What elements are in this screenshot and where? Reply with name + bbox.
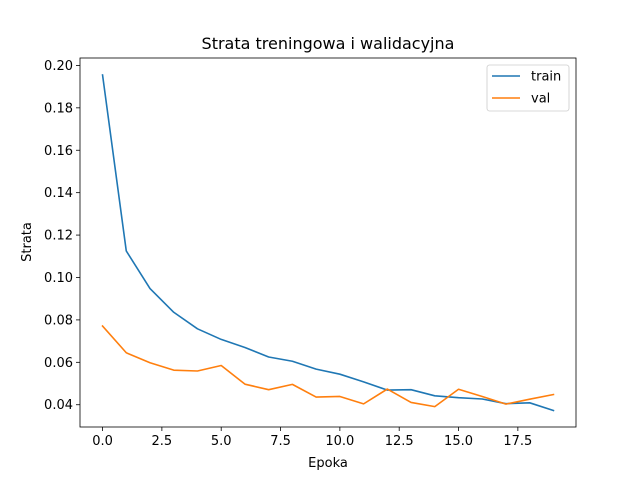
series-line-train (101, 74, 555, 412)
x-tick-label: 5.0 (211, 434, 232, 449)
y-tick-label: 0.16 (44, 144, 73, 159)
plot-layer (101, 74, 555, 412)
y-tick-label: 0.20 (44, 59, 73, 74)
y-tick-label: 0.08 (44, 313, 73, 328)
x-tick-label: 7.5 (270, 434, 291, 449)
legend-label-val: val (531, 92, 550, 107)
tick-layer: 0.0 2.5 5.0 7.5 10.0 12.5 15.0 17.5 0.04 0.06 0.08… (44, 59, 532, 449)
plot-frame (79, 57, 577, 428)
legend: train val (486, 64, 570, 112)
x-tick-label: 2.5 (152, 434, 173, 449)
x-axis-label: Epoka (308, 456, 348, 471)
y-tick-label: 0.14 (44, 186, 73, 201)
legend-label-train: train (531, 70, 561, 85)
x-tick-label: 15.0 (444, 434, 473, 449)
y-axis-label: Strata (20, 222, 35, 262)
chart-title: Strata treningowa i walidacyjna (202, 34, 455, 53)
series-line-val (101, 324, 555, 408)
y-tick-label: 0.04 (44, 398, 73, 413)
x-tick-label: 12.5 (385, 434, 414, 449)
x-tick-label: 10.0 (325, 434, 354, 449)
y-tick-label: 0.10 (44, 271, 73, 286)
y-tick-label: 0.18 (44, 101, 73, 116)
x-tick-label: 17.5 (503, 434, 532, 449)
x-tick-label: 0.0 (92, 434, 113, 449)
y-tick-label: 0.12 (44, 229, 73, 244)
y-tick-label: 0.06 (44, 356, 73, 371)
